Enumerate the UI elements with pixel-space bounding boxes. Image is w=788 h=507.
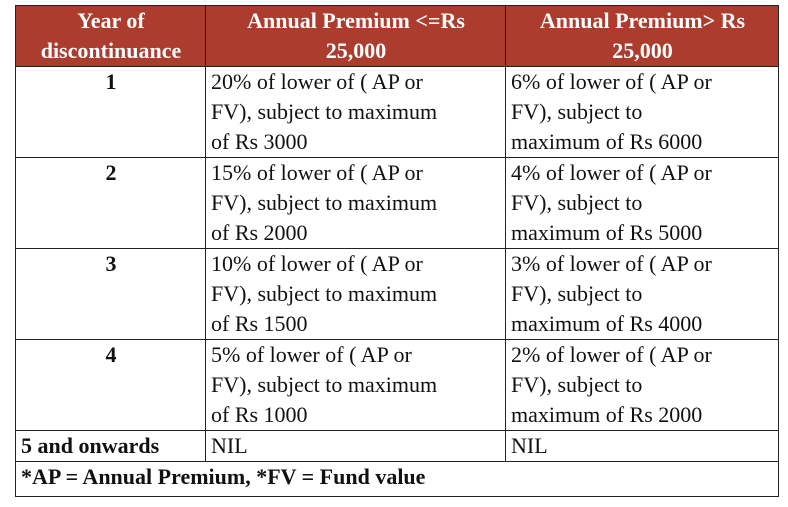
charge-cell-low: NIL [205, 430, 506, 462]
header-col1-line1: Year of [77, 8, 145, 33]
charge-cell-high: 3% of lower of ( AP or FV), subject to m… [505, 248, 779, 340]
cell-line: of Rs 1500 [211, 311, 308, 336]
header-col2-line2: 25,000 [325, 38, 387, 63]
table-row-onwards: 5 and onwards NIL NIL [15, 430, 779, 462]
year-cell: 5 and onwards [15, 430, 206, 462]
year-cell: 3 [15, 248, 206, 340]
header-annual-premium-high: Annual Premium> Rs 25,000 [505, 5, 779, 67]
cell-line: 20% of lower of ( AP or [211, 69, 423, 94]
header-col3-line2: 25,000 [612, 38, 673, 63]
year-cell: 2 [15, 157, 206, 249]
charge-cell-high: 4% of lower of ( AP or FV), subject to m… [505, 157, 779, 249]
charge-cell-low: 10% of lower of ( AP or FV), subject to … [205, 248, 506, 340]
charge-cell-high: 6% of lower of ( AP or FV), subject to m… [505, 66, 779, 158]
table-row: 3 10% of lower of ( AP or FV), subject t… [15, 248, 779, 340]
cell-line: maximum of Rs 4000 [511, 311, 703, 336]
cell-line: 10% of lower of ( AP or [211, 251, 423, 276]
discontinuance-charges-table: Year of discontinuance Annual Premium <=… [15, 5, 779, 497]
table-row: 1 20% of lower of ( AP or FV), subject t… [15, 66, 779, 158]
charge-cell-low: 5% of lower of ( AP or FV), subject to m… [205, 339, 506, 431]
cell-line: FV), subject to maximum [211, 190, 438, 215]
cell-line: 5% of lower of ( AP or [211, 342, 412, 367]
table-row: 2 15% of lower of ( AP or FV), subject t… [15, 157, 779, 249]
header-col2-line1: Annual Premium <=Rs [247, 8, 465, 33]
cell-line: 15% of lower of ( AP or [211, 160, 423, 185]
header-col1-line2: discontinuance [40, 38, 182, 63]
charge-cell-high: NIL [505, 430, 779, 462]
charge-cell-low: 20% of lower of ( AP or FV), subject to … [205, 66, 506, 158]
header-annual-premium-low: Annual Premium <=Rs 25,000 [205, 5, 506, 67]
cell-line: FV), subject to [511, 281, 643, 306]
cell-line: 6% of lower of ( AP or [511, 69, 712, 94]
cell-line: of Rs 3000 [211, 129, 308, 154]
year-cell: 1 [15, 66, 206, 158]
charge-cell-low: 15% of lower of ( AP or FV), subject to … [205, 157, 506, 249]
cell-line: FV), subject to [511, 99, 643, 124]
cell-line: FV), subject to maximum [211, 281, 438, 306]
cell-line: FV), subject to maximum [211, 99, 438, 124]
cell-line: maximum of Rs 5000 [511, 220, 703, 245]
charge-cell-high: 2% of lower of ( AP or FV), subject to m… [505, 339, 779, 431]
footnote-row: *AP = Annual Premium, *FV = Fund value [15, 461, 779, 497]
table-header-row: Year of discontinuance Annual Premium <=… [15, 5, 779, 67]
header-col3-line1: Annual Premium> Rs [539, 8, 746, 33]
cell-line: of Rs 2000 [211, 220, 308, 245]
cell-line: FV), subject to [511, 372, 643, 397]
year-cell: 4 [15, 339, 206, 431]
cell-line: maximum of Rs 2000 [511, 402, 703, 427]
cell-line: FV), subject to [511, 190, 643, 215]
cell-line: maximum of Rs 6000 [511, 129, 703, 154]
cell-line: 4% of lower of ( AP or [511, 160, 712, 185]
cell-line: of Rs 1000 [211, 402, 308, 427]
cell-line: 2% of lower of ( AP or [511, 342, 712, 367]
table-row: 4 5% of lower of ( AP or FV), subject to… [15, 339, 779, 431]
footnote: *AP = Annual Premium, *FV = Fund value [15, 461, 779, 497]
cell-line: FV), subject to maximum [211, 372, 438, 397]
header-year-of-discontinuance: Year of discontinuance [15, 5, 206, 67]
cell-line: 3% of lower of ( AP or [511, 251, 712, 276]
